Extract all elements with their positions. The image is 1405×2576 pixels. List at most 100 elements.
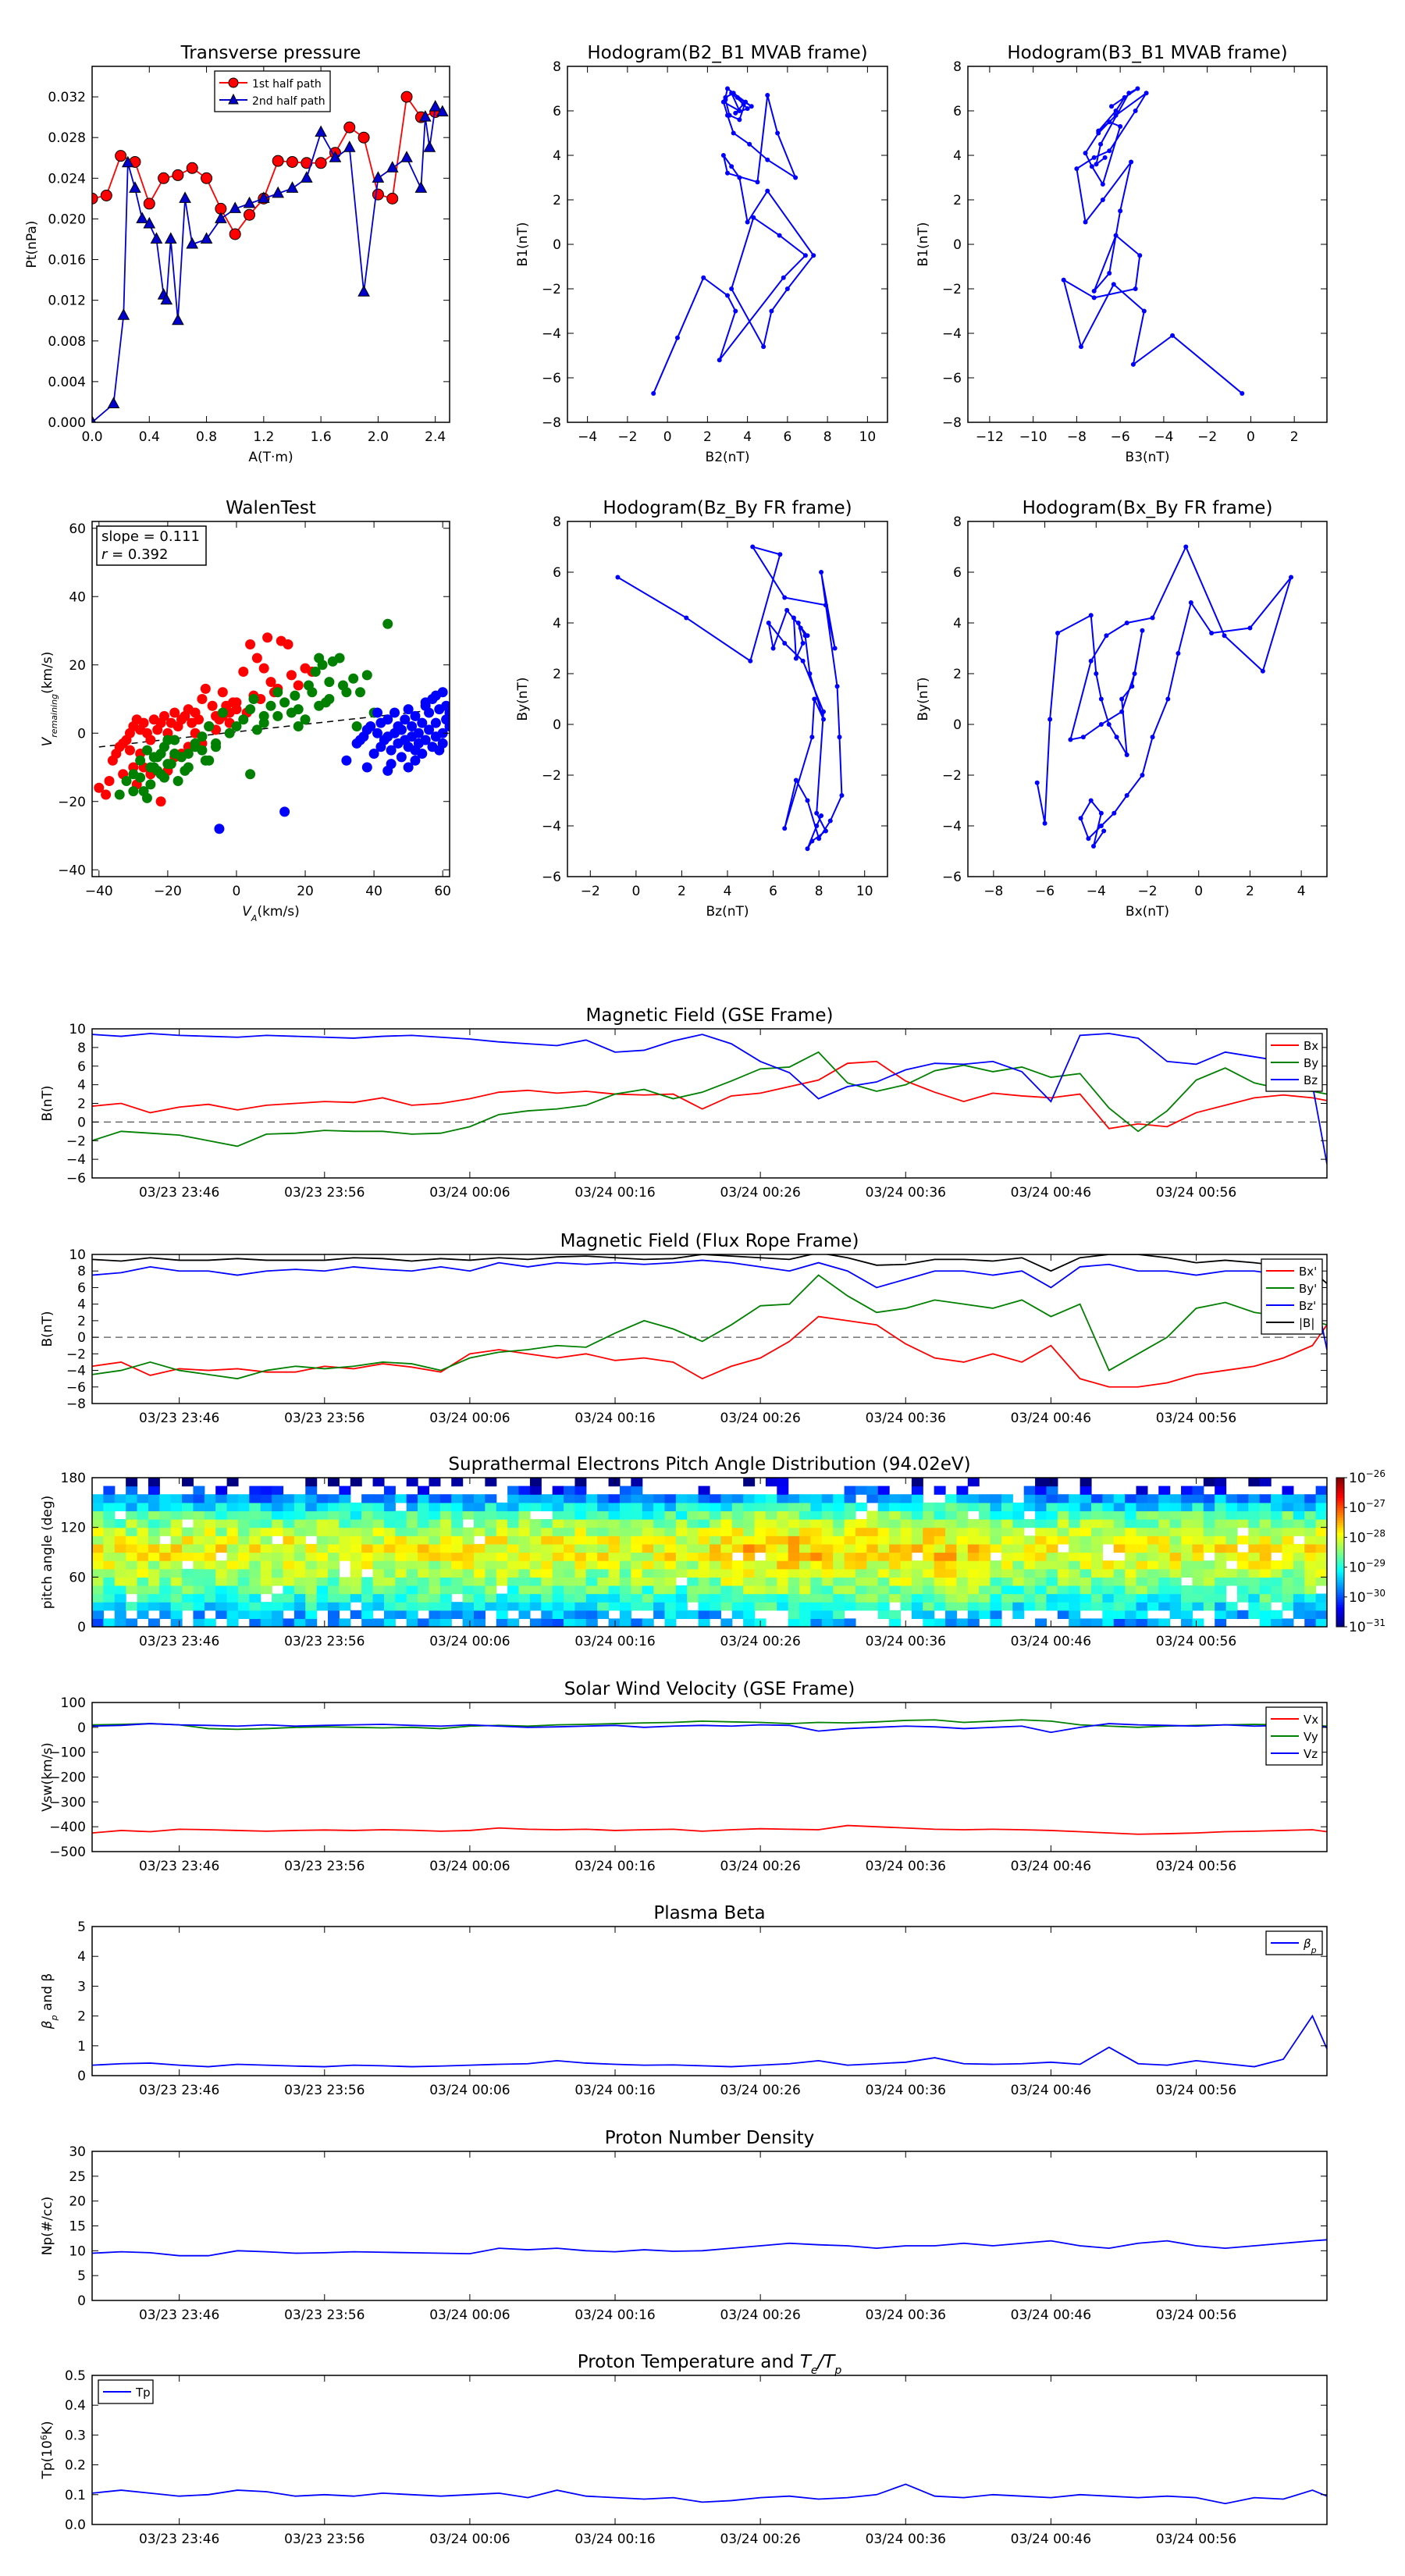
heatmap-cell [383,1618,396,1627]
heatmap-cell [990,1519,1002,1528]
heatmap-cell [710,1535,721,1545]
heatmap-cell [1080,1593,1092,1603]
y-tick-label: −6 [942,870,962,885]
heatmap-cell [1169,1510,1182,1520]
heatmap-cell [754,1560,767,1570]
data-point [143,216,156,229]
x-tick-label: −4 [578,429,597,445]
heatmap-cell [350,1610,362,1619]
heatmap-cell [204,1568,216,1578]
heatmap-cell [1069,1577,1081,1586]
heatmap-cell [731,1510,744,1520]
heatmap-cell [328,1494,340,1503]
y-tick-label: 6 [77,1059,86,1075]
heatmap-cell [1236,1519,1249,1528]
heatmap-cell [316,1535,329,1545]
data-point [419,110,432,122]
y-tick-label: 0.3 [65,2428,86,2443]
heatmap-cell [1113,1527,1126,1536]
heatmap-cell [305,1543,318,1553]
heatmap-cell [934,1585,946,1595]
heatmap-cell [631,1602,643,1611]
data-point [745,106,750,112]
heatmap-cell [821,1593,834,1603]
scatter-point [417,717,428,728]
heatmap-cell [339,1485,351,1495]
heatmap-cell [1315,1543,1327,1553]
heatmap-cell [710,1543,721,1553]
heatmap-cell [1169,1585,1182,1595]
heatmap-cell [92,1527,104,1536]
data-point [1048,717,1053,722]
data-point [1078,816,1083,821]
x-tick-label: −20 [154,884,182,899]
chart-solar-wind-velocity: Solar Wind Velocity (GSE Frame)03/23 23:… [40,1679,1328,1874]
heatmap-cell [720,1585,733,1595]
heatmap-cell [743,1527,756,1536]
x-tick-label: 2.4 [425,429,446,445]
colorbar-segment [1336,1604,1344,1608]
heatmap-cell [1113,1535,1126,1545]
y-tick-label: −8 [66,1397,86,1412]
heatmap-cell [855,1568,867,1578]
heatmap-cell [1001,1560,1013,1570]
heatmap-cell [1125,1577,1137,1586]
heatmap-cell [1192,1552,1204,1561]
heatmap-cell [990,1560,1002,1570]
heatmap-cell [339,1510,351,1520]
heatmap-cell [1080,1552,1092,1561]
legend-label: βp [1303,1937,1317,1955]
heatmap-cell [1236,1577,1249,1586]
series-line [92,105,443,422]
x-tick-label: 03/24 00:26 [720,1185,800,1201]
heatmap-cell [1158,1602,1171,1611]
heatmap-cell [687,1502,699,1512]
heatmap-cell [496,1602,508,1611]
heatmap-cell [1012,1593,1025,1603]
heatmap-cell [1315,1510,1327,1520]
heatmap-cell [1090,1494,1103,1503]
x-tick-label: 03/24 00:26 [720,2083,800,2098]
heatmap-cell [1169,1560,1182,1570]
heatmap-cell [103,1543,116,1553]
heatmap-cell [237,1560,250,1570]
heatmap-cell [1046,1502,1058,1512]
heatmap-cell [1282,1568,1294,1578]
heatmap-cell [260,1510,272,1520]
heatmap-cell [237,1502,250,1512]
heatmap-cell [1136,1502,1148,1512]
data-point [386,192,399,205]
y-tick-label: 4 [553,148,561,164]
y-axis-label: B(nT) [40,1085,55,1121]
heatmap-cell [844,1510,856,1520]
heatmap-cell [272,1519,284,1528]
x-tick-label: 03/24 00:06 [429,1859,510,1874]
heatmap-cell [1012,1519,1025,1528]
heatmap-cell [103,1510,116,1520]
data-point [200,232,213,244]
heatmap-cell [1102,1494,1115,1503]
heatmap-cell [339,1502,351,1512]
heatmap-cell [237,1510,250,1520]
series-2 [214,687,450,834]
heatmap-cell [1147,1510,1159,1520]
heatmap-cell [137,1560,149,1570]
heatmap-cell [485,1552,497,1561]
x-tick-label: 0 [663,429,672,445]
heatmap-cell [204,1593,216,1603]
heatmap-cell [642,1568,654,1578]
heatmap-cell [1169,1552,1182,1561]
heatmap-cell [148,1618,160,1627]
heatmap-cell [496,1593,508,1603]
data-point [1118,208,1123,214]
heatmap-cell [439,1610,452,1619]
data-point [839,793,845,798]
heatmap-cell [339,1535,351,1545]
heatmap-cell [92,1602,104,1611]
y-tick-label: −4 [542,326,561,342]
heatmap-cell [473,1577,486,1586]
heatmap-cell [619,1618,631,1627]
heatmap-cell [1012,1527,1025,1536]
heatmap-cell [1236,1552,1249,1561]
heatmap-cell [675,1502,688,1512]
